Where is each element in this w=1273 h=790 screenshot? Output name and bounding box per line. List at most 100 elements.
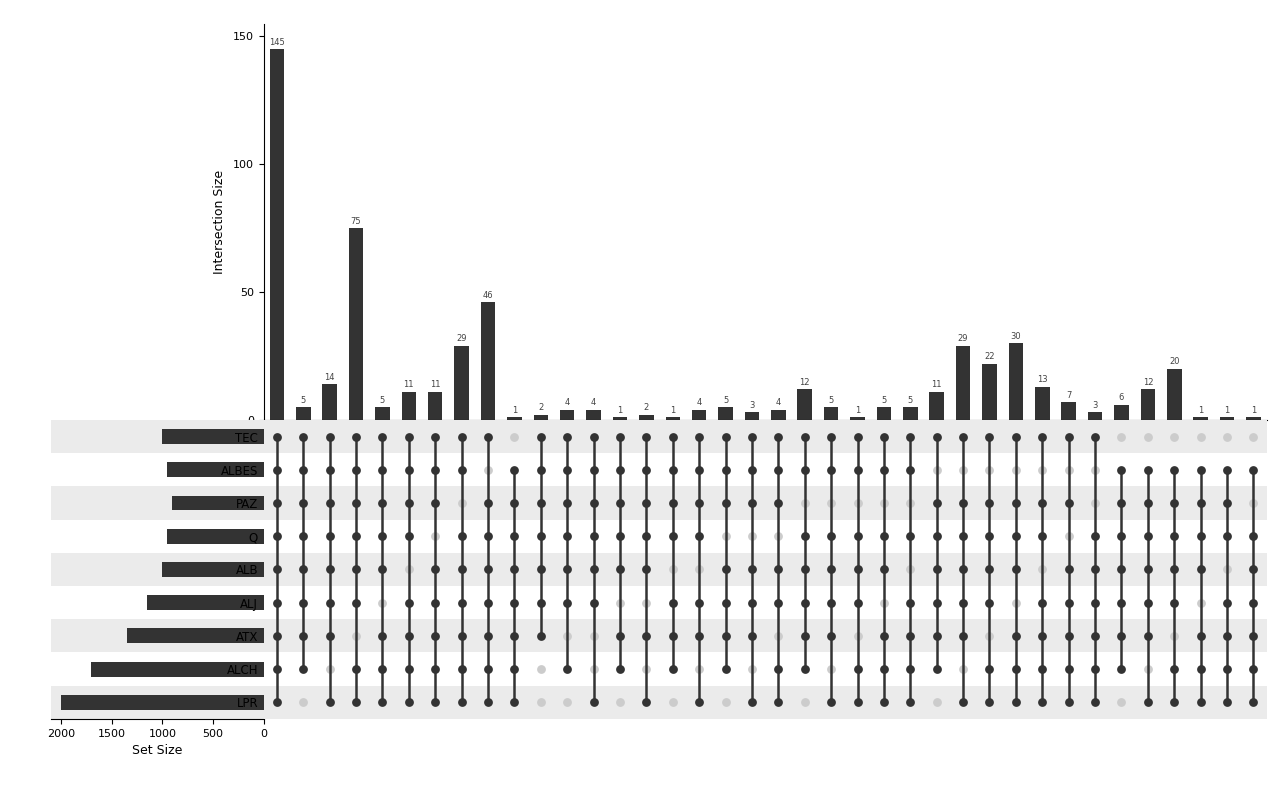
Point xyxy=(1164,431,1184,443)
Point xyxy=(1111,497,1132,510)
Point xyxy=(1138,530,1158,543)
Text: 1: 1 xyxy=(617,406,622,415)
Point xyxy=(1085,431,1105,443)
Point xyxy=(452,596,472,609)
Point xyxy=(266,497,286,510)
Point xyxy=(636,497,657,510)
Point xyxy=(320,464,340,476)
Point xyxy=(1058,663,1078,675)
Point xyxy=(715,431,736,443)
Point xyxy=(558,630,578,642)
Point xyxy=(1058,696,1078,709)
Point xyxy=(1244,630,1264,642)
Point xyxy=(1032,530,1053,543)
Bar xyxy=(264,553,1267,586)
Point xyxy=(953,630,974,642)
Point xyxy=(1111,563,1132,576)
Point xyxy=(266,563,286,576)
Point xyxy=(636,464,657,476)
Point xyxy=(715,563,736,576)
Bar xyxy=(163,429,264,444)
Point xyxy=(610,696,630,709)
Text: 1: 1 xyxy=(670,406,676,415)
Point xyxy=(1217,530,1237,543)
Point xyxy=(662,696,682,709)
Point xyxy=(610,431,630,443)
Bar xyxy=(507,417,522,420)
Point xyxy=(742,431,763,443)
Text: 30: 30 xyxy=(1011,332,1021,340)
Point xyxy=(504,630,524,642)
Text: 1: 1 xyxy=(855,406,861,415)
Point xyxy=(1085,464,1105,476)
Point xyxy=(1244,497,1264,510)
Point xyxy=(1032,464,1053,476)
Point xyxy=(266,696,286,709)
Point xyxy=(425,530,446,543)
Point xyxy=(558,497,578,510)
Bar xyxy=(51,619,264,653)
Point xyxy=(662,431,682,443)
Point xyxy=(848,431,868,443)
Point xyxy=(636,596,657,609)
Point xyxy=(1111,663,1132,675)
Point xyxy=(873,497,894,510)
Text: 3: 3 xyxy=(1092,401,1097,410)
Point xyxy=(848,696,868,709)
Point xyxy=(477,663,498,675)
Point xyxy=(293,596,313,609)
Text: 6: 6 xyxy=(1119,393,1124,402)
Point xyxy=(1164,630,1184,642)
Text: 22: 22 xyxy=(984,352,994,361)
Point xyxy=(1190,431,1211,443)
Point xyxy=(742,696,763,709)
Point xyxy=(689,563,709,576)
Point xyxy=(1111,464,1132,476)
Point xyxy=(583,663,603,675)
Point xyxy=(425,464,446,476)
Point xyxy=(531,464,551,476)
Point xyxy=(398,530,419,543)
Point xyxy=(1085,596,1105,609)
Point xyxy=(953,563,974,576)
Y-axis label: Intersection Size: Intersection Size xyxy=(213,170,227,274)
Point xyxy=(1217,663,1237,675)
Point xyxy=(531,663,551,675)
Point xyxy=(1138,563,1158,576)
Point xyxy=(372,696,392,709)
Point xyxy=(821,530,841,543)
Point xyxy=(266,596,286,609)
Text: 7: 7 xyxy=(1066,390,1072,400)
Point xyxy=(900,630,920,642)
Bar xyxy=(745,412,759,420)
Point xyxy=(794,431,815,443)
Point xyxy=(452,497,472,510)
Point xyxy=(346,530,367,543)
Point xyxy=(742,530,763,543)
Point xyxy=(504,431,524,443)
Point xyxy=(320,497,340,510)
Bar xyxy=(51,420,264,453)
Bar xyxy=(824,407,839,420)
Point xyxy=(425,563,446,576)
Point xyxy=(1190,663,1211,675)
Point xyxy=(662,464,682,476)
Point xyxy=(927,464,947,476)
Point xyxy=(662,630,682,642)
Point xyxy=(742,563,763,576)
Point xyxy=(927,596,947,609)
Point xyxy=(873,431,894,443)
Bar xyxy=(270,49,284,420)
Bar xyxy=(127,628,264,643)
Point xyxy=(320,431,340,443)
Bar xyxy=(51,686,264,719)
Point xyxy=(927,696,947,709)
Point xyxy=(504,563,524,576)
Bar xyxy=(1008,344,1023,420)
Point xyxy=(610,530,630,543)
Point xyxy=(689,530,709,543)
Point xyxy=(1111,696,1132,709)
Point xyxy=(1111,630,1132,642)
Point xyxy=(953,464,974,476)
Point xyxy=(1058,464,1078,476)
